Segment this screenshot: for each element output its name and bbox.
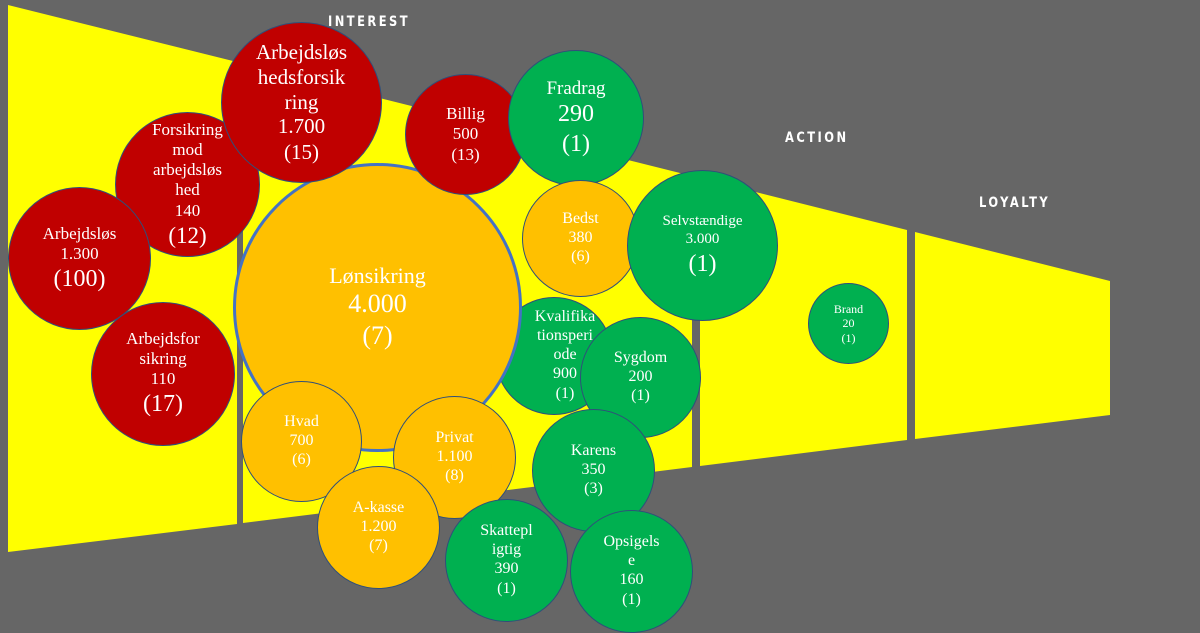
funnel-stage-loyalty xyxy=(915,232,1110,439)
bubble-selvstaendige[interactable]: Selvstændige 3.000 (1) xyxy=(627,170,778,321)
bubble-label: Fradrag xyxy=(546,77,606,99)
bubble-count: (3) xyxy=(584,480,603,498)
bubble-billig[interactable]: Billig 500 (13) xyxy=(405,74,526,195)
bubble-label: Karens xyxy=(570,441,617,459)
bubble-count: (17) xyxy=(143,391,183,418)
bubble-label: A-kasse xyxy=(352,498,405,516)
bubble-volume: 290 xyxy=(558,101,594,128)
bubble-count: (13) xyxy=(451,145,480,165)
bubble-volume: 200 xyxy=(628,367,653,385)
bubble-volume: 160 xyxy=(619,571,644,588)
bubble-volume: 390 xyxy=(494,560,519,577)
stage-label-loyalty: LOYALTY xyxy=(979,195,1051,211)
bubble-volume: 1.200 xyxy=(360,517,397,535)
bubble-volume: 110 xyxy=(150,369,176,389)
bubble-volume: 350 xyxy=(581,460,606,478)
bubble-brand[interactable]: Brand 20 (1) xyxy=(808,283,889,364)
bubble-label: Skattepl igtig xyxy=(480,522,533,559)
bubble-label: Opsigels e xyxy=(603,533,660,570)
bubble-volume: 3.000 xyxy=(685,230,720,247)
bubble-label: Arbejdsfor sikring xyxy=(126,329,200,369)
bubble-label: Forsikring mod arbejdsløs hed xyxy=(152,120,223,200)
bubble-label: Privat xyxy=(435,428,474,446)
bubble-count: (1) xyxy=(562,130,590,157)
bubble-label: Kvalifika tionsperi ode xyxy=(534,308,596,364)
stage-label-interest: INTEREST xyxy=(328,14,411,30)
bubble-volume: 500 xyxy=(452,123,479,143)
bubble-fradrag[interactable]: Fradrag 290 (1) xyxy=(508,50,644,186)
bubble-label: Billig xyxy=(446,103,485,123)
bubble-label: Arbejdsløs hedsforsik ring xyxy=(256,40,347,114)
bubble-bedst[interactable]: Bedst 380 (6) xyxy=(522,180,639,297)
bubble-arbejdsloshedsforsikring[interactable]: Arbejdsløs hedsforsik ring 1.700 (15) xyxy=(221,22,382,183)
bubble-volume: 140 xyxy=(174,200,201,220)
bubble-volume: 1.100 xyxy=(436,447,473,465)
bubble-count: (8) xyxy=(445,467,464,485)
bubble-volume: 900 xyxy=(553,364,577,382)
bubble-count: (1) xyxy=(555,384,575,402)
bubble-volume: 4.000 xyxy=(348,289,407,319)
bubble-count: (1) xyxy=(631,387,650,405)
bubble-skattepligtig[interactable]: Skattepl igtig 390 (1) xyxy=(445,499,568,622)
bubble-count: (7) xyxy=(362,320,393,350)
bubble-label: Lønsikring xyxy=(329,263,426,289)
bubble-count: (6) xyxy=(571,248,590,266)
bubble-label: Selvstændige xyxy=(662,213,743,230)
bubble-label: Hvad xyxy=(284,412,319,430)
bubble-count: (1) xyxy=(688,250,717,277)
bubble-volume: 20 xyxy=(842,315,855,330)
bubble-volume: 700 xyxy=(289,431,314,449)
bubble-count: (7) xyxy=(369,537,388,555)
bubble-count: (1) xyxy=(622,590,641,608)
bubble-count: (100) xyxy=(53,265,106,292)
bubble-arbejdsforsikring[interactable]: Arbejdsfor sikring 110 (17) xyxy=(91,302,235,446)
bubble-arbejdslos[interactable]: Arbejdsløs 1.300 (100) xyxy=(8,187,151,330)
bubble-a-kasse[interactable]: A-kasse 1.200 (7) xyxy=(317,466,440,589)
bubble-label: Sygdom xyxy=(613,348,668,366)
bubble-label: Arbejdsløs xyxy=(42,223,117,243)
bubble-volume: 1.300 xyxy=(60,243,99,263)
bubble-label: Bedst xyxy=(562,209,599,227)
bubble-count: (6) xyxy=(292,451,311,469)
bubble-count: (1) xyxy=(497,579,516,597)
bubble-label: Brand xyxy=(833,301,864,316)
bubble-opsigelse[interactable]: Opsigels e 160 (1) xyxy=(570,510,693,633)
bubble-count: (1) xyxy=(841,331,856,346)
bubble-count: (12) xyxy=(168,222,207,248)
bubble-volume: 380 xyxy=(568,228,593,246)
bubble-volume: 1.700 xyxy=(277,114,326,139)
stage-label-action: ACTION xyxy=(785,130,849,146)
bubble-count: (15) xyxy=(284,140,319,165)
bubble-privat[interactable]: Privat 1.100 (8) xyxy=(393,396,516,519)
